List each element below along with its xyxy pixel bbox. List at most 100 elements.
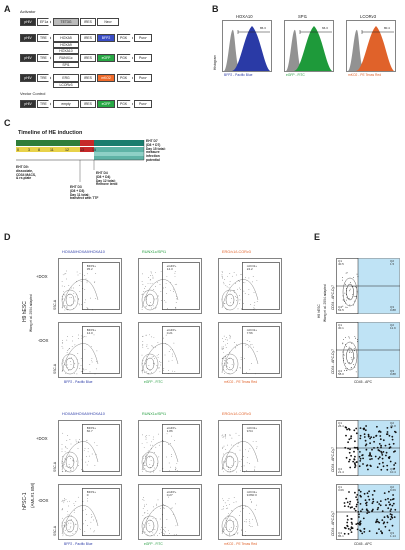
column-title: RUNX1c/SPI1 xyxy=(142,412,167,416)
construct-segment: Puroʳ xyxy=(134,74,152,82)
group-h9-sublabel: Wang et al. 2004 adapted xyxy=(29,294,33,332)
quadrant-upper-left: Q1 26.4 xyxy=(338,421,344,429)
gate-label: mKO2+ 9.54 xyxy=(246,425,258,434)
seg-tre: TRE xyxy=(37,100,51,108)
construct-sub-gene: HOXA9 xyxy=(53,42,79,48)
gate-percent: 35.2 xyxy=(86,267,93,272)
column-title: RUNX1c/SPI1 xyxy=(142,250,167,254)
quadrant-name: Q3 xyxy=(390,531,395,535)
histogram-gate-value: 80.4 xyxy=(384,26,390,30)
flow-scatter-plot xyxy=(138,322,202,378)
gate-percent: 9.54 xyxy=(246,429,253,434)
quadrant-percent: 11.9 xyxy=(390,326,396,331)
timeline-day-label: 11 xyxy=(50,148,54,152)
histogram-xlabel: BFP2 - Pacific Blue xyxy=(224,73,253,77)
quadrant-name: Q4 xyxy=(338,531,343,535)
quadrant-lower-right: Q3 10.4 xyxy=(390,467,396,475)
e-h9-label: H9 hESC xyxy=(317,304,321,318)
construct-segment: IRES xyxy=(80,34,96,42)
construct-row: pHIV TRE HOXA5 IRES BFP2 PGK Puroʳ xyxy=(20,34,200,42)
histogram-xlabel: mKO2 - PE Texas Red xyxy=(348,73,382,77)
flow-scatter-plot xyxy=(218,484,282,540)
flow-xlabel: mKO2 - PE Texas Red xyxy=(224,542,258,546)
gate-name: BFP2+ xyxy=(86,263,97,268)
quadrant-upper-left: Q1 40.5 xyxy=(338,259,344,267)
gate-percent: 0 xyxy=(86,493,89,498)
quadrant-name: Q3 xyxy=(390,369,395,373)
quadrant-xlabel: CD45 - APC xyxy=(354,380,372,384)
quadrant-percent: 9.69 xyxy=(390,488,396,493)
flow-scatter-plot xyxy=(138,420,202,476)
vector-construct: pHIV TRE empty IRES eGFP PGK Puroʳ xyxy=(20,100,200,108)
quadrant-name: Q2 xyxy=(390,421,395,425)
gate-label: mKO2+ 24.2 xyxy=(247,264,257,272)
group-hpsc-sublabel: (AML#1 BM) xyxy=(30,482,35,508)
quadrant-percent: 0.88 xyxy=(390,372,396,377)
quadrant-name: Q2 xyxy=(390,259,395,263)
seg-ef1a: EF1a xyxy=(37,18,51,26)
seg-tet3g: TET3G xyxy=(53,18,79,26)
seg-pgk: PGK xyxy=(117,100,133,108)
eht-d4-note: EHT D4 (D8 + D4) Day 12 total: Remove lenti… xyxy=(96,171,118,187)
quadrant-upper-left: Q1 3.06 xyxy=(338,485,344,493)
construct-sub-gene: SPI1 xyxy=(53,62,79,68)
quadrant-percent: 10.4 xyxy=(390,470,396,475)
activator-label: Activator xyxy=(20,9,36,14)
quadrant-percent: 26.4 xyxy=(338,424,344,429)
quadrant-name: Q3 xyxy=(390,305,395,309)
flow-xlabel: eGFP - FITC xyxy=(144,380,163,384)
construct-segment: pHIV xyxy=(20,54,36,62)
e-h9-sublabel: Wang et al. 2004 adapted xyxy=(323,284,327,322)
quadrant-name: Q2 xyxy=(390,323,395,327)
gate-name: mKO2+ xyxy=(246,327,258,332)
gate-percent: 14.3 xyxy=(166,267,173,272)
seg-phiv: pHIV xyxy=(20,100,36,108)
quadrant-percent: 86.1 xyxy=(338,534,344,539)
seg-puro: Puroʳ xyxy=(134,100,152,108)
flow-xlabel: eGFP - FITC xyxy=(144,542,163,546)
quadrant-name: Q1 xyxy=(338,323,343,327)
gate-name: eGFP+ xyxy=(166,489,177,494)
flow-scatter-plot xyxy=(138,258,202,314)
quadrant-name: Q4 xyxy=(338,305,343,309)
construct-sub-gene: LCORv3 xyxy=(53,82,79,88)
seg-empty: empty xyxy=(53,100,79,108)
panel-letter-e: E xyxy=(314,232,321,242)
gate-label: eGFP+ 0.21 xyxy=(166,327,177,336)
gate-name: mKO2+ xyxy=(246,425,258,430)
panel-letter-b: B xyxy=(212,4,219,14)
gate-name: eGFP+ xyxy=(166,263,177,268)
histogram-plot xyxy=(222,20,272,72)
construct-segment: TRE xyxy=(37,54,51,62)
quadrant-name: Q4 xyxy=(338,369,343,373)
eht-d7-note: EHT D7 (D8 + D7) Day 15 total: measure infec… xyxy=(146,139,166,162)
panel-letter-c: C xyxy=(4,118,11,128)
gate-label: BFP2+ 0 xyxy=(86,490,96,498)
quadrant-plot xyxy=(336,322,400,378)
timeline-day-label: 15 xyxy=(92,148,96,152)
panel-letter-a: A xyxy=(4,4,11,14)
gate-name: eGFP+ xyxy=(166,425,177,430)
construct-segment: HOXA5 xyxy=(53,34,79,42)
construct-segment: PGK xyxy=(117,74,133,82)
construct-segment: mKO2 xyxy=(97,74,115,82)
construct-segment: PGK xyxy=(117,34,133,42)
gate-label: eGFP+ 14.3 xyxy=(166,263,177,272)
construct-segment: pHIV xyxy=(20,74,36,82)
quadrant-upper-left: Q1 30.1 xyxy=(338,323,344,331)
gate-name: eGFP+ xyxy=(166,327,177,332)
timeline-day-label: 0 xyxy=(17,148,19,152)
activator-construct: pHIV EF1a TET3G IRES Neo³ xyxy=(20,18,180,26)
construct-row: pHIV TRE RUNX1c IRES eGFP PGK Puroʳ xyxy=(20,54,200,62)
gate-percent: 1.86 xyxy=(166,429,173,434)
quadrant-percent: 0.88 xyxy=(390,308,396,313)
seg-neo: Neo³ xyxy=(97,18,119,26)
quadrant-percent: 41.8 xyxy=(390,424,396,429)
construct-segment: BFP2 xyxy=(97,34,115,42)
quadrant-name: Q4 xyxy=(338,467,343,471)
timeline-day-label: 13 xyxy=(80,148,84,152)
quadrant-lower-left: Q4 58.0 xyxy=(338,369,344,377)
flow-ylabel: SSC-A xyxy=(53,299,57,310)
quadrant-name: Q1 xyxy=(338,259,343,263)
timeline-diagram xyxy=(16,140,145,182)
